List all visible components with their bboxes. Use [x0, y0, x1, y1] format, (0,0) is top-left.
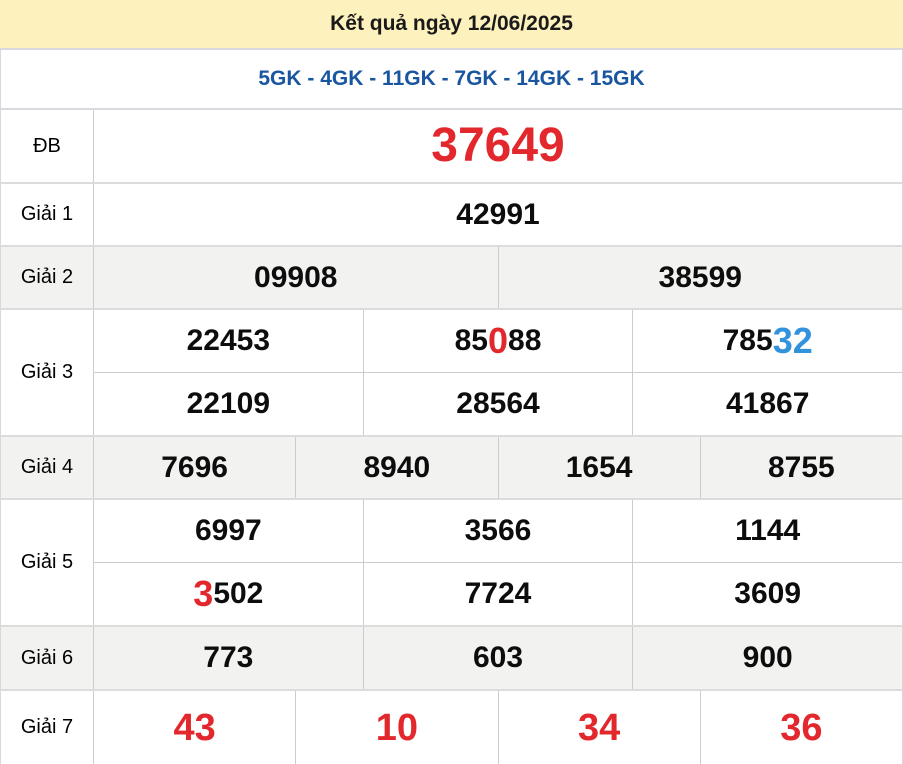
prize-number: 36 — [780, 706, 823, 749]
prize-number-highlight: 3 — [193, 573, 214, 614]
prize-values-line: 7696 8940 1654 8755 — [94, 437, 902, 498]
prize-label-g6: Giải 6 — [1, 627, 94, 689]
prize-values-line: 22453 85 0 88 785 32 — [94, 310, 902, 372]
prize-row-g7: Giải 7 43 10 34 36 — [1, 689, 902, 764]
prize-values-line: 3 502 7724 3609 — [94, 562, 902, 625]
prize-label-db: ĐB — [1, 110, 94, 182]
prize-values: 09908 38599 — [94, 247, 902, 308]
prize-values: 37649 — [94, 110, 902, 182]
prize-values-line: 6997 3566 1144 — [94, 500, 902, 562]
prize-number-cell: 09908 — [94, 247, 498, 308]
prize-values: 6997 3566 1144 3 502 7724 3609 — [94, 500, 902, 625]
stations-list: 5GK - 4GK - 11GK - 7GK - 14GK - 15GK — [258, 67, 645, 90]
prize-number-cell: 603 — [362, 627, 633, 689]
prize-number-cell: 900 — [632, 627, 902, 689]
prize-values-line: 22109 28564 41867 — [94, 372, 902, 435]
prize-number: 88 — [508, 324, 542, 357]
prize-number: 900 — [742, 641, 793, 674]
prize-number-cell: 85 0 88 — [362, 310, 633, 372]
prize-label-g7: Giải 7 — [1, 691, 94, 764]
prize-number-cell: 6997 — [94, 500, 363, 562]
prize-row-g6: Giải 6 773 603 900 — [1, 625, 902, 689]
prize-label-g1: Giải 1 — [1, 184, 94, 245]
prize-number-cell: 43 — [94, 691, 295, 764]
prize-values-line: 37649 — [94, 110, 902, 182]
prize-number: 3609 — [734, 577, 802, 610]
prize-number-cell: 1654 — [497, 437, 700, 498]
results-table: ĐB 37649 Giải 1 42991 Giải 2 09908 38599 Giải 3… — [1, 110, 902, 764]
prize-values-line: 773 603 900 — [94, 627, 902, 689]
prize-number: 85 — [454, 324, 488, 357]
prize-number: 37649 — [431, 119, 565, 172]
prize-row-g2: Giải 2 09908 38599 — [1, 245, 902, 308]
prize-number: 34 — [577, 706, 621, 749]
prize-number-cell: 3566 — [362, 500, 633, 562]
prize-number-cell: 42991 — [94, 184, 902, 245]
prize-row-g3: Giải 3 22453 85 0 88 785 32 22109 28564 41867 — [1, 308, 902, 435]
prize-number-cell: 28564 — [362, 373, 633, 435]
prize-number: 603 — [472, 641, 524, 674]
prize-number: 7724 — [464, 577, 532, 610]
prize-number: 3566 — [464, 514, 532, 547]
prize-label-g5: Giải 5 — [1, 500, 94, 625]
prize-number-cell: 8755 — [699, 437, 902, 498]
prize-number: 38599 — [658, 260, 742, 294]
prize-row-db: ĐB 37649 — [1, 110, 902, 182]
stations-header: 5GK - 4GK - 11GK - 7GK - 14GK - 15GK — [1, 48, 902, 110]
prize-row-g1: Giải 1 42991 — [1, 182, 902, 245]
prize-number-cell: 8940 — [295, 437, 497, 498]
prize-row-g4: Giải 4 7696 8940 1654 8755 — [1, 435, 902, 498]
prize-number: 1654 — [565, 450, 633, 484]
prize-number: 502 — [213, 577, 264, 610]
prize-number-cell: 3 502 — [94, 563, 363, 625]
prize-values-line: 42991 — [94, 184, 902, 245]
prize-number: 6997 — [194, 514, 262, 547]
prize-label-g2: Giải 2 — [1, 247, 94, 308]
prize-values: 773 603 900 — [94, 627, 902, 689]
prize-number: 1144 — [735, 514, 801, 547]
prize-values-line: 43 10 34 36 — [94, 691, 902, 764]
prize-label-g3: Giải 3 — [1, 310, 94, 435]
prize-number: 43 — [173, 706, 216, 749]
prize-number: 8940 — [363, 450, 431, 484]
prize-number: 28564 — [456, 387, 540, 420]
prize-number: 22109 — [186, 387, 271, 420]
prize-number-cell: 22109 — [94, 373, 363, 435]
prize-values: 22453 85 0 88 785 32 22109 28564 41867 — [94, 310, 902, 435]
prize-number-highlight: 32 — [772, 320, 813, 361]
prize-number-cell: 7724 — [362, 563, 633, 625]
prize-values: 42991 — [94, 184, 902, 245]
prize-number: 8755 — [768, 450, 835, 484]
prize-number-cell: 3609 — [632, 563, 902, 625]
prize-number: 10 — [375, 706, 419, 749]
prize-number: 42991 — [456, 197, 540, 231]
prize-number-cell: 7696 — [94, 437, 295, 498]
prize-number-cell: 41867 — [632, 373, 902, 435]
results-board: 5GK - 4GK - 11GK - 7GK - 14GK - 15GK ĐB 3… — [0, 48, 903, 764]
results-date-banner: Kết quả ngày 12/06/2025 — [0, 0, 903, 48]
prize-number: 7696 — [161, 450, 228, 484]
prize-number: 785 — [722, 324, 773, 357]
prize-values-line: 09908 38599 — [94, 247, 902, 308]
prize-label-g4: Giải 4 — [1, 437, 94, 498]
prize-number-cell: 1144 — [632, 500, 902, 562]
prize-number: 773 — [203, 641, 254, 674]
prize-number-cell: 785 32 — [632, 310, 902, 372]
prize-number: 41867 — [725, 387, 810, 420]
prize-number-cell: 10 — [295, 691, 497, 764]
prize-number-cell: 773 — [94, 627, 363, 689]
prize-number-highlight: 0 — [487, 320, 509, 361]
prize-number: 22453 — [186, 324, 271, 357]
prize-number-cell: 38599 — [497, 247, 903, 308]
prize-number-cell: 37649 — [94, 110, 902, 182]
prize-number-cell: 34 — [497, 691, 700, 764]
prize-row-g5: Giải 5 6997 3566 1144 3 502 7724 3609 — [1, 498, 902, 625]
prize-values: 7696 8940 1654 8755 — [94, 437, 902, 498]
page-title: Kết quả ngày 12/06/2025 — [330, 12, 573, 35]
prize-number-cell: 22453 — [94, 310, 363, 372]
prize-number-cell: 36 — [699, 691, 902, 764]
prize-number: 09908 — [254, 260, 338, 294]
prize-values: 43 10 34 36 — [94, 691, 902, 764]
